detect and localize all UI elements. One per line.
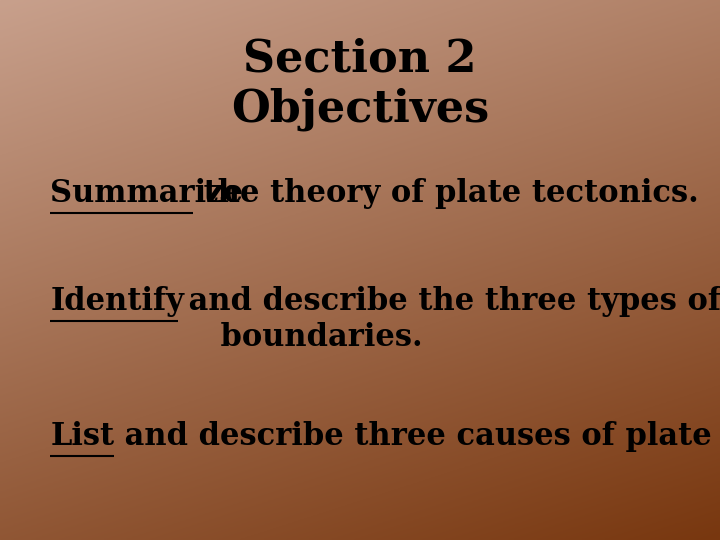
Text: Summarize: Summarize bbox=[50, 178, 243, 209]
Text: and describe the three types of plate
    boundaries.: and describe the three types of plate bo… bbox=[178, 286, 720, 353]
Text: the theory of plate tectonics.: the theory of plate tectonics. bbox=[194, 178, 699, 209]
Text: Section 2
Objectives: Section 2 Objectives bbox=[231, 38, 489, 131]
Text: List: List bbox=[50, 421, 114, 452]
Text: and describe three causes of plate movement.: and describe three causes of plate movem… bbox=[114, 421, 720, 452]
Text: Identify: Identify bbox=[50, 286, 184, 317]
